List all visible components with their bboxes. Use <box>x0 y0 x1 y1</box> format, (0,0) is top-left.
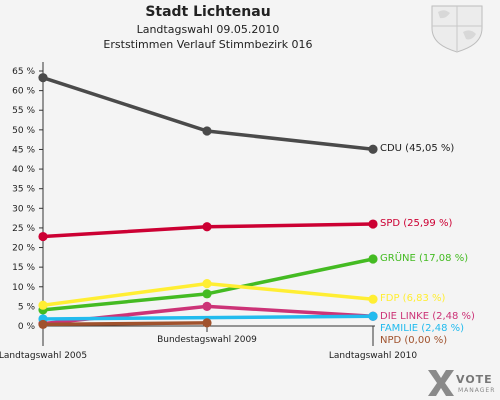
logo-subtext: MANAGER <box>458 387 495 394</box>
chart-subtitle-2: Erststimmen Verlauf Stimmbezirk 016 <box>103 38 312 51</box>
data-point-familie <box>368 311 378 321</box>
vote-manager-logo: VOTE MANAGER <box>428 370 495 396</box>
y-tick-label: 65 % <box>12 67 35 77</box>
x-tick-label: Landtagswahl 2010 <box>329 351 418 361</box>
series-label-fdp: FDP (6,83 %) <box>380 293 446 304</box>
x-tick-label: Landtagswahl 2005 <box>0 351 87 361</box>
y-tick-label: 20 % <box>12 244 35 254</box>
data-point-gr-ne <box>368 254 378 264</box>
series-label-spd: SPD (25,99 %) <box>380 218 452 229</box>
y-tick-label: 5 % <box>18 302 36 312</box>
chart-subtitle-1: Landtagswahl 09.05.2010 <box>137 23 280 36</box>
data-point-npd <box>202 318 212 328</box>
data-point-spd <box>38 231 48 242</box>
y-tick-label: 60 % <box>12 87 35 97</box>
data-point-die-linke <box>202 301 212 311</box>
data-point-fdp <box>38 300 48 310</box>
y-tick-label: 10 % <box>12 283 35 293</box>
data-point-cdu <box>38 73 48 83</box>
x-tick-label: Bundestagswahl 2009 <box>157 335 257 345</box>
y-tick-label: 30 % <box>12 204 35 214</box>
coat-of-arms-icon <box>431 5 483 53</box>
series-label-familie: FAMILIE (2,48 %) <box>380 323 464 334</box>
y-tick-label: 0 % <box>18 322 36 332</box>
y-tick-label: 55 % <box>12 106 35 116</box>
data-point-spd <box>368 219 378 229</box>
series-line-npd <box>42 321 208 327</box>
data-point-npd <box>38 319 48 330</box>
y-tick-label: 35 % <box>12 185 35 195</box>
y-tick-label: 40 % <box>12 165 35 175</box>
series-label-gr-ne: GRÜNE (17,08 %) <box>380 251 468 264</box>
data-point-cdu <box>368 144 378 154</box>
data-point-gr-ne <box>202 289 212 299</box>
series-label-cdu: CDU (45,05 %) <box>380 143 454 154</box>
data-point-fdp <box>368 294 378 304</box>
series-line-cdu <box>42 76 374 152</box>
logo-x-icon <box>428 370 454 396</box>
data-point-cdu <box>202 126 212 136</box>
data-point-fdp <box>202 279 212 289</box>
y-tick-label: 50 % <box>12 126 35 136</box>
series-label-npd: NPD (0,00 %) <box>380 335 447 346</box>
chart-title: Stadt Lichtenau <box>145 4 270 20</box>
logo-text: VOTE <box>456 373 493 386</box>
y-tick-label: 45 % <box>12 145 35 155</box>
y-tick-label: 25 % <box>12 224 35 234</box>
series-line-familie <box>42 314 374 321</box>
y-tick-label: 15 % <box>12 263 35 273</box>
series-label-die-linke: DIE LINKE (2,48 %) <box>380 311 475 322</box>
data-point-spd <box>202 222 212 232</box>
